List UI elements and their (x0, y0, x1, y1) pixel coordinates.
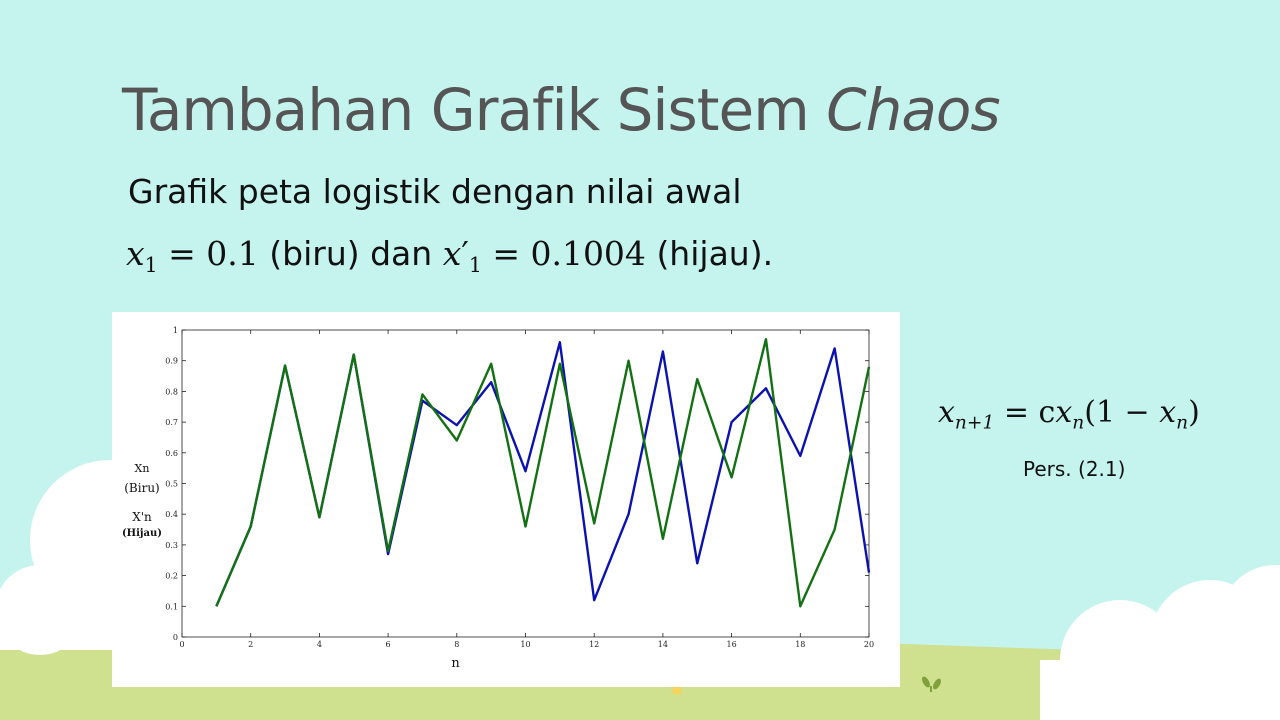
slide-title: Tambahan Grafik Sistem Chaos (122, 76, 1001, 144)
x-tick-label: 18 (795, 640, 805, 649)
x-tick-label: 0 (179, 640, 184, 649)
y-tick-label: 0.8 (165, 387, 178, 396)
equation-caption: Pers. (2.1) (1023, 457, 1126, 481)
y-tick-label: 0.9 (165, 357, 178, 366)
title-main: Tambahan Grafik Sistem (122, 76, 810, 144)
axis-layer: 0 2 4 6 8 10 12 14 16 18 20 0 0.1 0.2 0.3 0.4 0.5 0.6 0.7 0… (165, 326, 874, 649)
title-italic: Chaos (826, 76, 1001, 144)
y-tick-label: 0.4 (165, 510, 178, 519)
sprout-icon (922, 676, 941, 692)
flower-icon (672, 685, 682, 695)
y-tick-label: 0.3 (165, 541, 178, 550)
y-tick-label: 0.7 (165, 418, 178, 427)
x-tick-label: 8 (454, 640, 459, 649)
y-tick-label: 0.6 (165, 449, 178, 458)
x-tick-label: 6 (386, 640, 391, 649)
series-line-hijau (215, 338, 871, 608)
y-tick-label: 1 (173, 326, 178, 335)
x-tick-label: 14 (658, 640, 668, 649)
x-tick-label: 10 (520, 640, 530, 649)
x1-expression: x1 = 0.1 (126, 234, 259, 278)
cloud-right (1040, 565, 1280, 720)
series-layer (215, 338, 871, 608)
hijau-label: (hijau). (656, 234, 774, 273)
y-axis-label-line: X'n (132, 510, 152, 524)
y-axis-label: Xn (Biru) X'n (Hijau) (122, 462, 162, 539)
y-tick-label: 0.1 (165, 602, 178, 611)
slide-subtitle: Grafik peta logistik dengan nilai awal (128, 172, 742, 211)
biru-label: (biru) dan (269, 234, 433, 273)
x-tick-label: 2 (248, 640, 253, 649)
y-tick-label: 0.2 (165, 572, 178, 581)
x-tick-label: 12 (589, 640, 599, 649)
y-axis-label-line: (Hijau) (122, 528, 162, 539)
x-tick-label: 16 (727, 640, 737, 649)
x-tick-label: 20 (864, 640, 874, 649)
logistic-map-chart: 0 2 4 6 8 10 12 14 16 18 20 0 0.1 0.2 0.3 0.4 0.5 0.6 0.7 0… (112, 312, 900, 687)
y-axis-label-line: (Biru) (124, 481, 159, 495)
initial-values-line: x1 = 0.1 (biru) dan x′1 = 0.1004 (hijau)… (126, 234, 773, 277)
x-axis-label: n (451, 656, 460, 671)
x1-prime-expression: x′1 = 0.1004 (442, 234, 646, 278)
y-tick-label: 0 (173, 633, 178, 642)
chart-svg: 0 2 4 6 8 10 12 14 16 18 20 0 0.1 0.2 0.3 0.4 0.5 0.6 0.7 0… (122, 326, 874, 671)
y-axis-label-line: Xn (135, 462, 150, 475)
x-tick-label: 4 (317, 640, 322, 649)
logistic-equation: xn+1 = cxn(1 − xn) (938, 395, 1200, 434)
plot-frame (181, 329, 870, 638)
y-tick-label: 0.5 (165, 480, 178, 489)
